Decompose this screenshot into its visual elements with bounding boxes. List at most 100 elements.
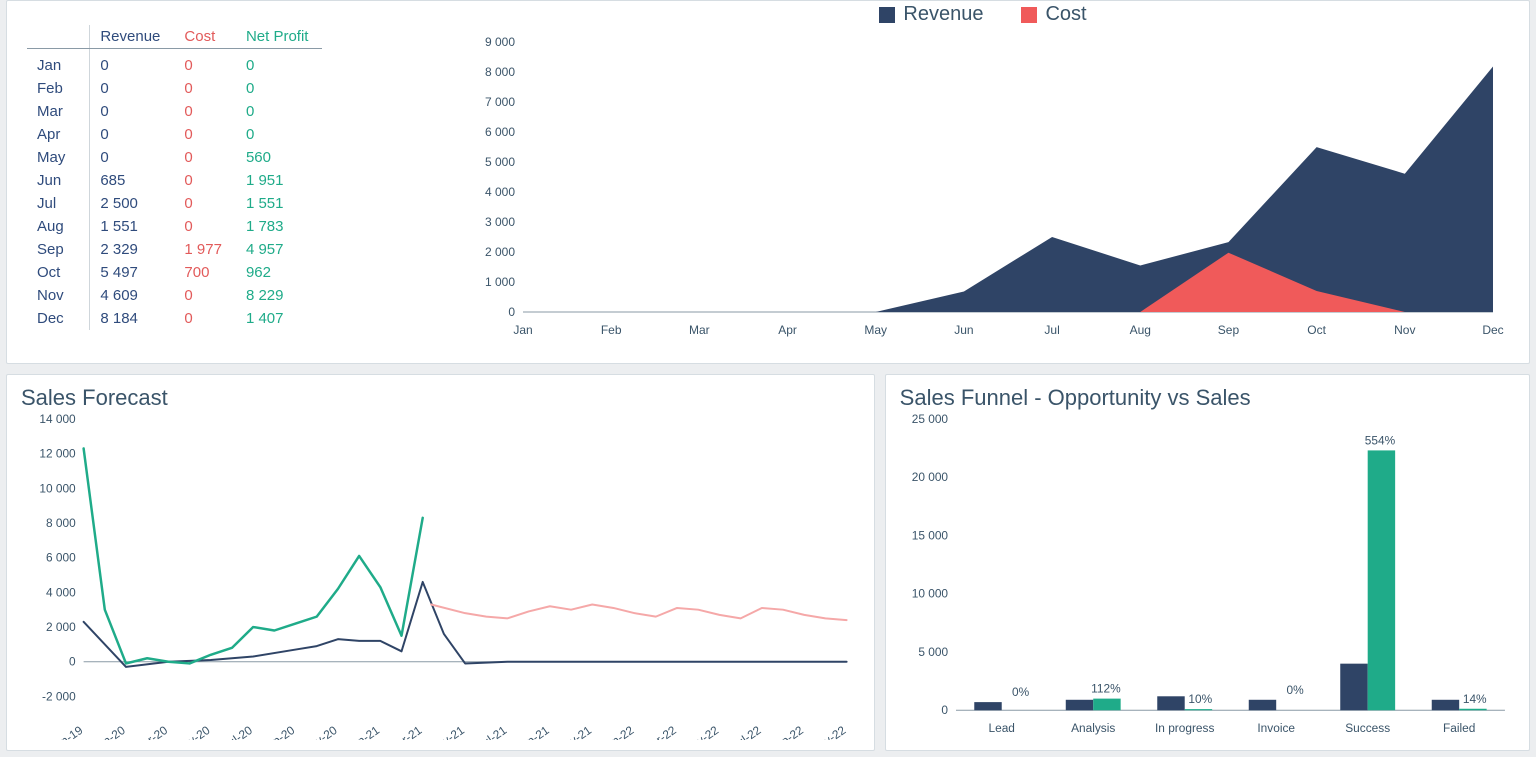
cell-net: 1 407 (236, 307, 323, 330)
cell-revenue: 0 (90, 77, 175, 100)
cell-revenue: 2 500 (90, 192, 175, 215)
cell-cost: 0 (174, 77, 236, 100)
cell-cost: 1 977 (174, 238, 236, 261)
legend-swatch-revenue (879, 7, 895, 23)
cell-month: Jan (27, 49, 90, 78)
svg-text:Analysis: Analysis (1071, 721, 1115, 735)
cell-cost: 0 (174, 215, 236, 238)
cell-month: Feb (27, 77, 90, 100)
cell-revenue: 8 184 (90, 307, 175, 330)
svg-text:20 000: 20 000 (911, 470, 948, 484)
svg-text:4 000: 4 000 (46, 585, 76, 599)
cell-cost: 700 (174, 261, 236, 284)
cell-net: 8 229 (236, 284, 323, 307)
cell-revenue: 1 551 (90, 215, 175, 238)
svg-text:10 000: 10 000 (911, 587, 948, 601)
cell-cost: 0 (174, 284, 236, 307)
svg-text:Oct: Oct (1307, 323, 1326, 337)
svg-text:Invoice: Invoice (1257, 721, 1295, 735)
svg-text:Jan-20: Jan-20 (90, 723, 128, 740)
cell-revenue: 4 609 (90, 284, 175, 307)
svg-text:2 000: 2 000 (485, 245, 515, 259)
svg-text:Jan-19: Jan-19 (48, 723, 86, 740)
svg-text:Nov: Nov (1394, 323, 1415, 337)
svg-text:9 000: 9 000 (485, 35, 515, 49)
cell-net: 560 (236, 146, 323, 169)
svg-text:Jul-21: Jul-21 (475, 723, 510, 740)
cell-cost: 0 (174, 146, 236, 169)
svg-text:4 000: 4 000 (485, 185, 515, 199)
table-row: Nov4 60908 229 (27, 284, 322, 307)
svg-text:0: 0 (69, 655, 76, 669)
svg-text:0%: 0% (1012, 685, 1030, 699)
cell-month: Jul (27, 192, 90, 215)
svg-text:Aug: Aug (1130, 323, 1151, 337)
area-chart-legend: Revenue Cost (457, 1, 1509, 32)
table-row: Sep2 3291 9774 957 (27, 238, 322, 261)
svg-text:-2 000: -2 000 (42, 689, 76, 703)
svg-text:Sep: Sep (1218, 323, 1240, 337)
svg-text:Jul: Jul (1044, 323, 1059, 337)
legend-swatch-cost (1021, 7, 1037, 23)
cell-month: May (27, 146, 90, 169)
cell-cost: 0 (174, 169, 236, 192)
svg-text:May-21: May-21 (426, 723, 467, 740)
funnel-title: Sales Funnel - Opportunity vs Sales (900, 385, 1515, 411)
revenue-cost-card: Revenue Cost Net Profit Jan000Feb000Mar0… (6, 0, 1530, 364)
cell-net: 4 957 (236, 238, 323, 261)
svg-text:112%: 112% (1091, 682, 1121, 696)
svg-text:10%: 10% (1188, 692, 1212, 706)
svg-text:Mar-20: Mar-20 (131, 723, 170, 740)
svg-text:Jul-20: Jul-20 (220, 723, 255, 740)
cell-net: 1 783 (236, 215, 323, 238)
cell-month: Jun (27, 169, 90, 192)
svg-text:Apr: Apr (778, 323, 797, 337)
cell-revenue: 5 497 (90, 261, 175, 284)
svg-text:Dec: Dec (1482, 323, 1503, 337)
col-revenue: Revenue (90, 25, 175, 49)
svg-text:Nov-21: Nov-21 (555, 723, 595, 740)
svg-text:Nov-22: Nov-22 (809, 723, 848, 740)
svg-text:8 000: 8 000 (46, 516, 76, 530)
cell-revenue: 2 329 (90, 238, 175, 261)
svg-text:Sep-21: Sep-21 (512, 723, 552, 740)
cell-net: 1 951 (236, 169, 323, 192)
cell-cost: 0 (174, 123, 236, 146)
cell-net: 0 (236, 123, 323, 146)
cell-cost: 0 (174, 307, 236, 330)
table-row: Jan000 (27, 49, 322, 78)
cell-net: 0 (236, 100, 323, 123)
svg-text:5 000: 5 000 (918, 645, 948, 659)
svg-text:Mar-22: Mar-22 (640, 723, 679, 740)
svg-text:May-22: May-22 (681, 723, 721, 740)
col-cost: Cost (174, 25, 236, 49)
svg-text:15 000: 15 000 (911, 528, 948, 542)
table-row: Apr000 (27, 123, 322, 146)
svg-text:Mar: Mar (689, 323, 710, 337)
cell-month: Sep (27, 238, 90, 261)
cell-month: Apr (27, 123, 90, 146)
table-row: Aug1 55101 783 (27, 215, 322, 238)
cell-net: 0 (236, 77, 323, 100)
forecast-title: Sales Forecast (21, 385, 860, 411)
svg-text:10 000: 10 000 (39, 481, 76, 495)
svg-text:12 000: 12 000 (39, 447, 76, 461)
svg-text:Jan-22: Jan-22 (599, 723, 637, 740)
svg-text:14%: 14% (1463, 692, 1487, 706)
cell-month: Aug (27, 215, 90, 238)
svg-text:5 000: 5 000 (485, 155, 515, 169)
svg-text:Mar-21: Mar-21 (386, 723, 425, 740)
cell-net: 1 551 (236, 192, 323, 215)
svg-text:6 000: 6 000 (46, 551, 76, 565)
table-row: Jun68501 951 (27, 169, 322, 192)
sales-funnel-card: Sales Funnel - Opportunity vs Sales 05 0… (885, 374, 1530, 751)
svg-text:Success: Success (1345, 721, 1390, 735)
svg-text:In progress: In progress (1155, 721, 1214, 735)
svg-text:0: 0 (508, 305, 515, 319)
svg-text:1 000: 1 000 (485, 275, 515, 289)
svg-text:14 000: 14 000 (39, 413, 76, 426)
svg-text:Jan-21: Jan-21 (344, 723, 382, 740)
svg-text:8 000: 8 000 (485, 65, 515, 79)
table-row: Jul2 50001 551 (27, 192, 322, 215)
table-row: May00560 (27, 146, 322, 169)
